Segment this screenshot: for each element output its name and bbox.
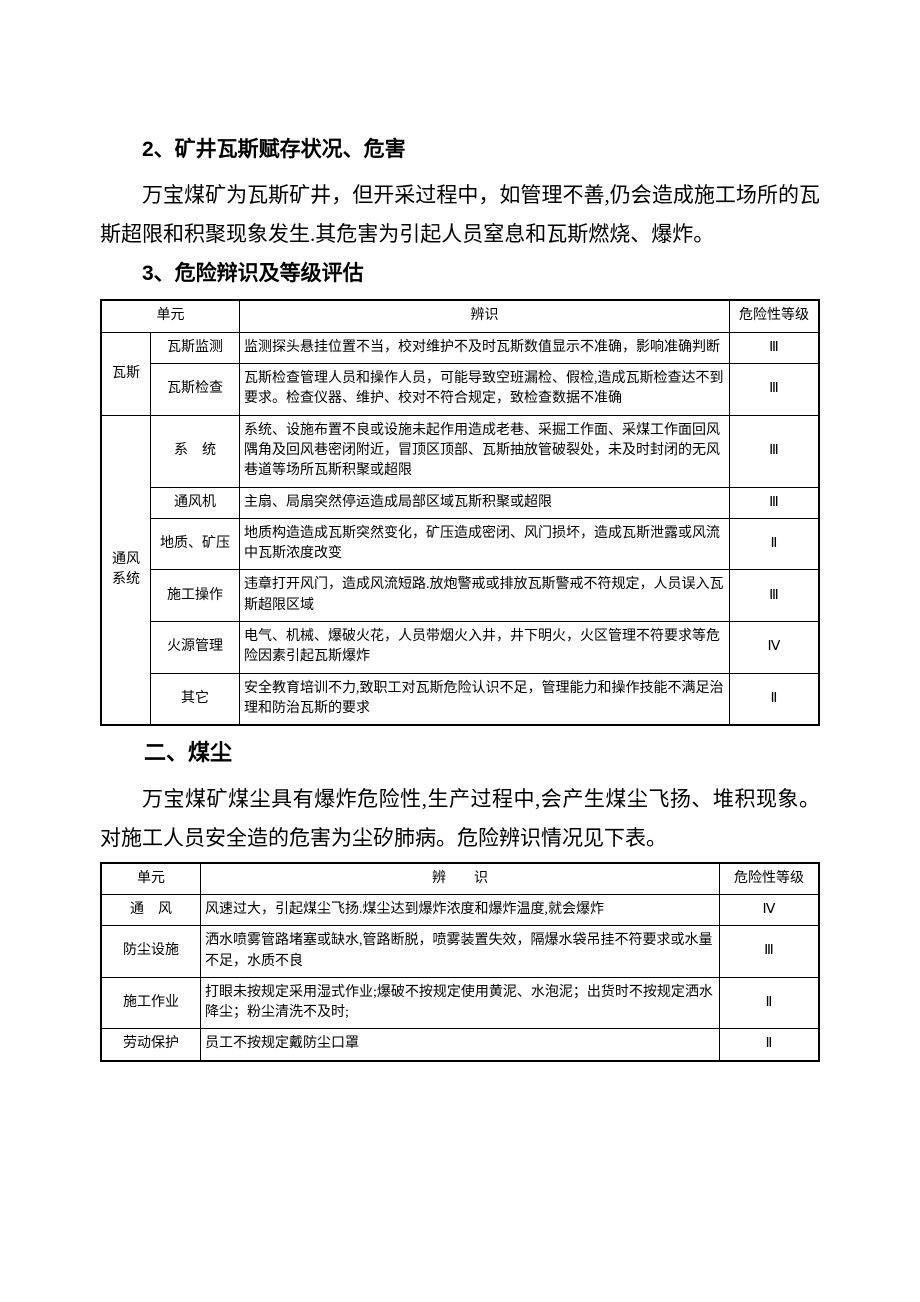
paragraph-gas-status: 万宝煤矿为瓦斯矿井，但开采过程中，如管理不善,仍会造成施工场所的瓦斯超限和积聚现…: [100, 176, 820, 254]
cell-unit: 施工作业: [101, 977, 201, 1029]
cell-category: 瓦斯: [101, 332, 151, 415]
heading-risk-assess: 3、危险辩识及等级评估: [100, 254, 820, 294]
cell-unit: 防尘设施: [101, 926, 201, 978]
cell-level: Ⅲ: [730, 487, 820, 518]
table-row: 通风机 主扇、局扇突然停运造成局部区域瓦斯积聚或超限 Ⅲ: [101, 487, 819, 518]
table-gas-risk: 单元 辨识 危险性等级 瓦斯 瓦斯监测 监测探头悬挂位置不当，校对维护不及时瓦斯…: [100, 299, 820, 726]
cell-desc: 系统、设施布置不良或设施未起作用造成老巷、采掘工作面、采煤工作面回风隅角及回风巷…: [240, 415, 730, 487]
cell-level: Ⅱ: [720, 1029, 820, 1061]
cell-category: 通风系统: [101, 415, 151, 725]
cell-level: Ⅳ: [720, 895, 820, 926]
heading-dust: 二、煤尘: [100, 732, 820, 774]
cell-unit: 系 统: [151, 415, 240, 487]
cell-desc: 监测探头悬挂位置不当，校对维护不及时瓦斯数值显示不准确，影响准确判断: [240, 332, 730, 363]
table-row: 通风系统 系 统 系统、设施布置不良或设施未起作用造成老巷、采掘工作面、采煤工作…: [101, 415, 819, 487]
cell-unit: 其它: [151, 673, 240, 725]
cell-unit: 瓦斯检查: [151, 364, 240, 416]
cell-desc: 瓦斯检查管理人员和操作人员，可能导致空班漏检、假检,造成瓦斯检查达不到要求。检查…: [240, 364, 730, 416]
table-row: 劳动保护 员工不按规定戴防尘口罩 Ⅱ: [101, 1029, 819, 1061]
table-row: 施工作业 打眼未按规定采用湿式作业;爆破不按规定使用黄泥、水泡泥；出货时不按规定…: [101, 977, 819, 1029]
cell-unit: 地质、矿压: [151, 518, 240, 570]
cell-desc: 违章打开风门，造成风流短路.放炮警戒或排放瓦斯警戒不符规定，人员误入瓦斯超限区域: [240, 570, 730, 622]
cell-desc: 主扇、局扇突然停运造成局部区域瓦斯积聚或超限: [240, 487, 730, 518]
cell-unit: 施工操作: [151, 570, 240, 622]
table-row: 通 风 风速过大，引起煤尘飞扬.煤尘达到爆炸浓度和爆炸温度,就会爆炸 Ⅳ: [101, 895, 819, 926]
cell-desc: 电气、机械、爆破火花，人员带烟火入井，井下明火，火区管理不符要求等危险因素引起瓦…: [240, 622, 730, 674]
cell-desc: 地质构造造成瓦斯突然变化，矿压造成密闭、风门损坏，造成瓦斯泄露或风流中瓦斯浓度改…: [240, 518, 730, 570]
cell-level: Ⅲ: [720, 926, 820, 978]
col-desc: 辨 识: [201, 863, 720, 895]
table-row: 瓦斯 瓦斯监测 监测探头悬挂位置不当，校对维护不及时瓦斯数值显示不准确，影响准确…: [101, 332, 819, 363]
cell-unit: 通风机: [151, 487, 240, 518]
table-row: 火源管理 电气、机械、爆破火花，人员带烟火入井，井下明火，火区管理不符要求等危险…: [101, 622, 819, 674]
cell-level: Ⅲ: [730, 570, 820, 622]
table-dust-risk: 单元 辨 识 危险性等级 通 风 风速过大，引起煤尘飞扬.煤尘达到爆炸浓度和爆炸…: [100, 862, 820, 1062]
cell-level: Ⅲ: [730, 332, 820, 363]
heading-gas-status: 2、矿井瓦斯赋存状况、危害: [100, 130, 820, 170]
cell-level: Ⅳ: [730, 622, 820, 674]
cell-desc: 打眼未按规定采用湿式作业;爆破不按规定使用黄泥、水泡泥；出货时不按规定洒水降尘；…: [201, 977, 720, 1029]
cell-desc: 风速过大，引起煤尘飞扬.煤尘达到爆炸浓度和爆炸温度,就会爆炸: [201, 895, 720, 926]
table-row: 其它 安全教育培训不力,致职工对瓦斯危险认识不足，管理能力和操作技能不满足治理和…: [101, 673, 819, 725]
page: 2、矿井瓦斯赋存状况、危害 万宝煤矿为瓦斯矿井，但开采过程中，如管理不善,仍会造…: [0, 0, 920, 1302]
cell-desc: 安全教育培训不力,致职工对瓦斯危险认识不足，管理能力和操作技能不满足治理和防治瓦…: [240, 673, 730, 725]
cell-desc: 员工不按规定戴防尘口罩: [201, 1029, 720, 1061]
cell-level: Ⅱ: [730, 673, 820, 725]
table-row: 单元 辨 识 危险性等级: [101, 863, 819, 895]
table-row: 瓦斯检查 瓦斯检查管理人员和操作人员，可能导致空班漏检、假检,造成瓦斯检查达不到…: [101, 364, 819, 416]
cell-level: Ⅱ: [730, 518, 820, 570]
cell-unit: 瓦斯监测: [151, 332, 240, 363]
cell-level: Ⅱ: [720, 977, 820, 1029]
cell-unit: 火源管理: [151, 622, 240, 674]
cell-desc: 洒水喷雾管路堵塞或缺水,管路断脱，喷雾装置失效，隔爆水袋吊挂不符要求或水量不足，…: [201, 926, 720, 978]
table-row: 地质、矿压 地质构造造成瓦斯突然变化，矿压造成密闭、风门损坏，造成瓦斯泄露或风流…: [101, 518, 819, 570]
paragraph-dust: 万宝煤矿煤尘具有爆炸危险性,生产过程中,会产生煤尘飞扬、堆积现象。对施工人员安全…: [100, 780, 820, 858]
table-row: 防尘设施 洒水喷雾管路堵塞或缺水,管路断脱，喷雾装置失效，隔爆水袋吊挂不符要求或…: [101, 926, 819, 978]
col-level: 危险性等级: [730, 300, 820, 332]
cell-level: Ⅲ: [730, 415, 820, 487]
table-row: 施工操作 违章打开风门，造成风流短路.放炮警戒或排放瓦斯警戒不符规定，人员误入瓦…: [101, 570, 819, 622]
col-level: 危险性等级: [720, 863, 820, 895]
table-row: 单元 辨识 危险性等级: [101, 300, 819, 332]
col-unit: 单元: [101, 863, 201, 895]
col-desc: 辨识: [240, 300, 730, 332]
cell-unit: 通 风: [101, 895, 201, 926]
cell-level: Ⅲ: [730, 364, 820, 416]
cell-unit: 劳动保护: [101, 1029, 201, 1061]
col-unit: 单元: [101, 300, 240, 332]
